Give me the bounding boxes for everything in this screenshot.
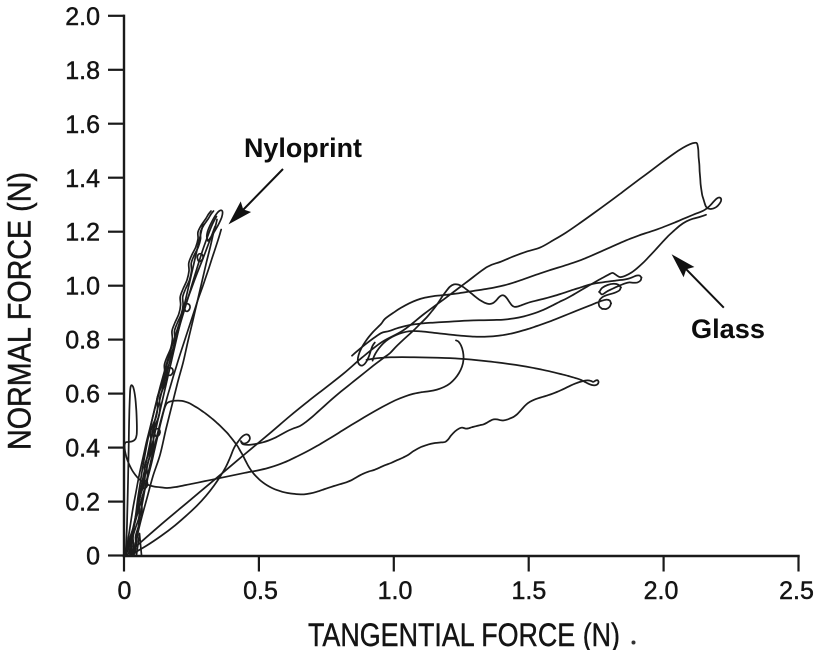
svg-text:2.5: 2.5 <box>779 577 814 605</box>
svg-text:2.0: 2.0 <box>644 577 679 605</box>
svg-text:1.8: 1.8 <box>65 57 100 85</box>
svg-text:0.8: 0.8 <box>65 327 100 355</box>
svg-text:Nyloprint: Nyloprint <box>244 133 362 163</box>
svg-text:1.6: 1.6 <box>65 111 100 139</box>
svg-text:1.5: 1.5 <box>512 577 547 605</box>
svg-text:0: 0 <box>118 577 132 605</box>
svg-text:1.0: 1.0 <box>65 273 100 301</box>
svg-text:0.5: 0.5 <box>243 577 278 605</box>
svg-text:NORMAL FORCE (N): NORMAL FORCE (N) <box>2 172 38 450</box>
svg-text:Glass: Glass <box>691 314 765 344</box>
svg-text:0.4: 0.4 <box>65 435 100 463</box>
svg-text:TANGENTIAL FORCE (N): TANGENTIAL FORCE (N) <box>308 617 620 650</box>
svg-text:0.2: 0.2 <box>65 489 100 517</box>
svg-text:1.2: 1.2 <box>65 219 100 247</box>
svg-text:2.0: 2.0 <box>65 3 100 31</box>
svg-text:1.0: 1.0 <box>378 577 413 605</box>
svg-text:0.6: 0.6 <box>65 381 100 409</box>
svg-text:1.4: 1.4 <box>65 165 100 193</box>
svg-text:0: 0 <box>86 543 100 571</box>
